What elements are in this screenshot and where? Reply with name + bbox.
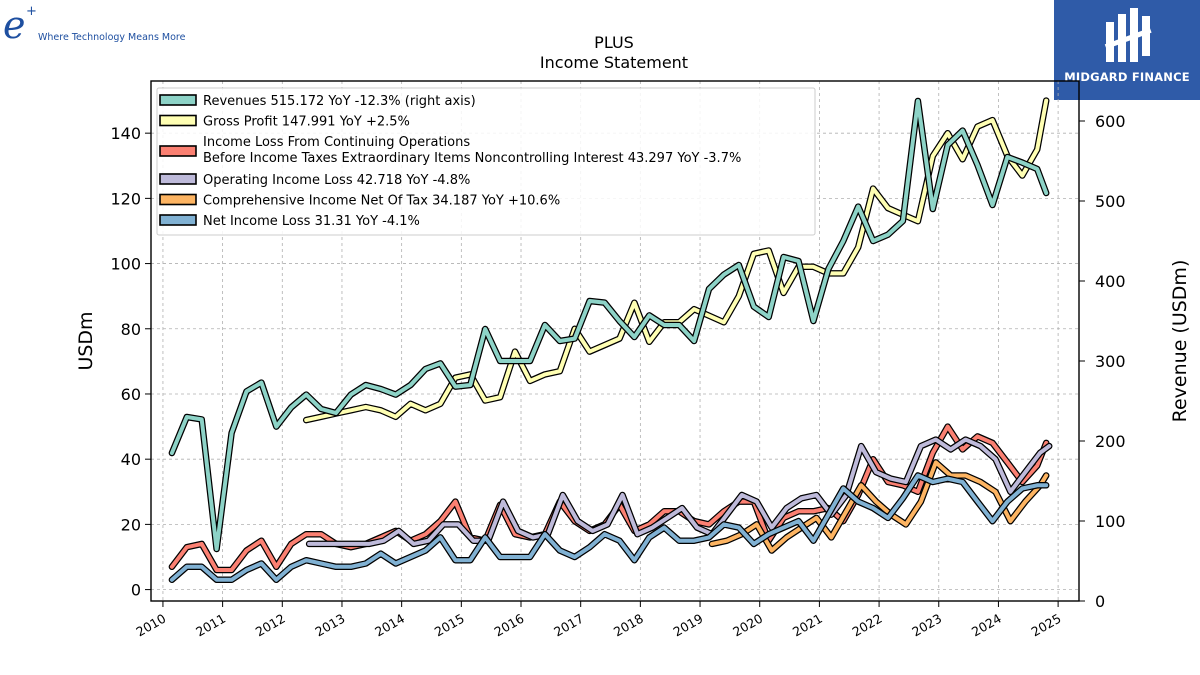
x-tick-label: 2011	[193, 611, 228, 640]
x-tick-label: 2012	[253, 611, 288, 640]
logo-tagline: Where Technology Means More	[38, 32, 186, 43]
x-tick-label: 2022	[850, 611, 885, 640]
x-tick-label: 2021	[790, 611, 825, 640]
legend-label: Revenues 515.172 YoY -12.3% (right axis)	[203, 94, 476, 109]
legend-label: Income Loss From Continuing Operations	[203, 135, 470, 150]
income-loss-from-continuing-operations-b-outline	[168, 423, 1050, 574]
comprehensive-income-net-of-tax-line	[710, 460, 1049, 553]
net-income-loss-line	[169, 473, 1049, 582]
comprehensive-income-net-of-tax-legend-swatch	[159, 193, 197, 206]
y-right-tick-label: 400	[1095, 272, 1126, 291]
y-right-tick-label: 200	[1095, 432, 1126, 451]
income-loss-from-continuing-operations-b-legend-swatch	[159, 145, 197, 157]
y-tick-label: 100	[110, 255, 141, 274]
x-tick-label: 2010	[133, 611, 168, 640]
legend-box	[156, 87, 816, 236]
x-tick-label: 2018	[611, 611, 646, 640]
y-tick-label: 60	[121, 385, 141, 404]
revenues-legend-swatch	[159, 94, 197, 106]
chart-subtitle: Income Statement	[540, 53, 688, 72]
x-tick-label: 2023	[909, 611, 944, 640]
gross-profit-legend-swatch	[159, 114, 197, 127]
revenues-line	[169, 99, 1049, 551]
company-logo: e + Where Technology Means More	[0, 0, 200, 48]
y-tick-label: 40	[121, 450, 141, 469]
x-tick-label: 2014	[372, 611, 407, 640]
operating-income-loss-legend-swatch	[159, 173, 197, 185]
midgard-emblem-icon	[1104, 8, 1152, 62]
y-tick-label: 80	[121, 320, 141, 339]
legend-label: Operating Income Loss 42.718 YoY -4.8%	[203, 173, 470, 188]
y-right-tick-label: 300	[1095, 352, 1126, 371]
chart-title: PLUS	[594, 33, 634, 52]
x-tick-label: 2020	[730, 611, 765, 640]
x-tick-label: 2019	[670, 611, 705, 640]
x-tick-label: 2013	[312, 611, 347, 640]
net-income-loss-legend-swatch	[159, 214, 197, 226]
y-right-tick-label: 100	[1095, 512, 1126, 531]
operating-income-loss-outline	[305, 436, 1053, 548]
logo-mark-icon: e + Where Technology Means More	[3, 3, 186, 47]
x-tick-label: 2025	[1029, 611, 1064, 640]
y-axis-right-label: Revenue (USDm)	[1169, 260, 1191, 423]
y-right-tick-label: 0	[1095, 592, 1105, 611]
series-lines	[168, 97, 1053, 584]
x-tick-label: 2017	[551, 611, 586, 640]
legend-label: Before Income Taxes Extraordinary Items …	[203, 151, 741, 166]
y-tick-label: 120	[110, 189, 141, 208]
x-tick-label: 2016	[491, 611, 526, 640]
logo-mark: e	[3, 3, 26, 47]
x-tick-label: 2024	[969, 611, 1004, 640]
y-tick-label: 0	[131, 581, 141, 600]
logo-mark-sup: +	[26, 4, 37, 19]
legend-label: Comprehensive Income Net Of Tax 34.187 Y…	[203, 194, 560, 209]
legend: Revenues 515.172 YoY -12.3% (right axis)…	[156, 87, 816, 236]
legend-label: Gross Profit 147.991 YoY +2.5%	[203, 115, 410, 130]
y-axis-label: USDm	[75, 311, 97, 370]
plot-frame	[150, 80, 1080, 602]
income-loss-from-continuing-operations-b-line	[169, 424, 1049, 572]
y-right-tick-label: 500	[1095, 192, 1126, 211]
y-tick-label: 20	[121, 515, 141, 534]
x-tick-label: 2015	[432, 611, 467, 640]
y-right-tick-label: 600	[1095, 112, 1126, 131]
operating-income-loss-line	[307, 437, 1052, 546]
legend-label: Net Income Loss 31.31 YoY -4.1%	[203, 214, 420, 229]
y-tick-label: 140	[110, 124, 141, 143]
midgard-finance-text: MIDGARD FINANCE	[1064, 70, 1190, 84]
